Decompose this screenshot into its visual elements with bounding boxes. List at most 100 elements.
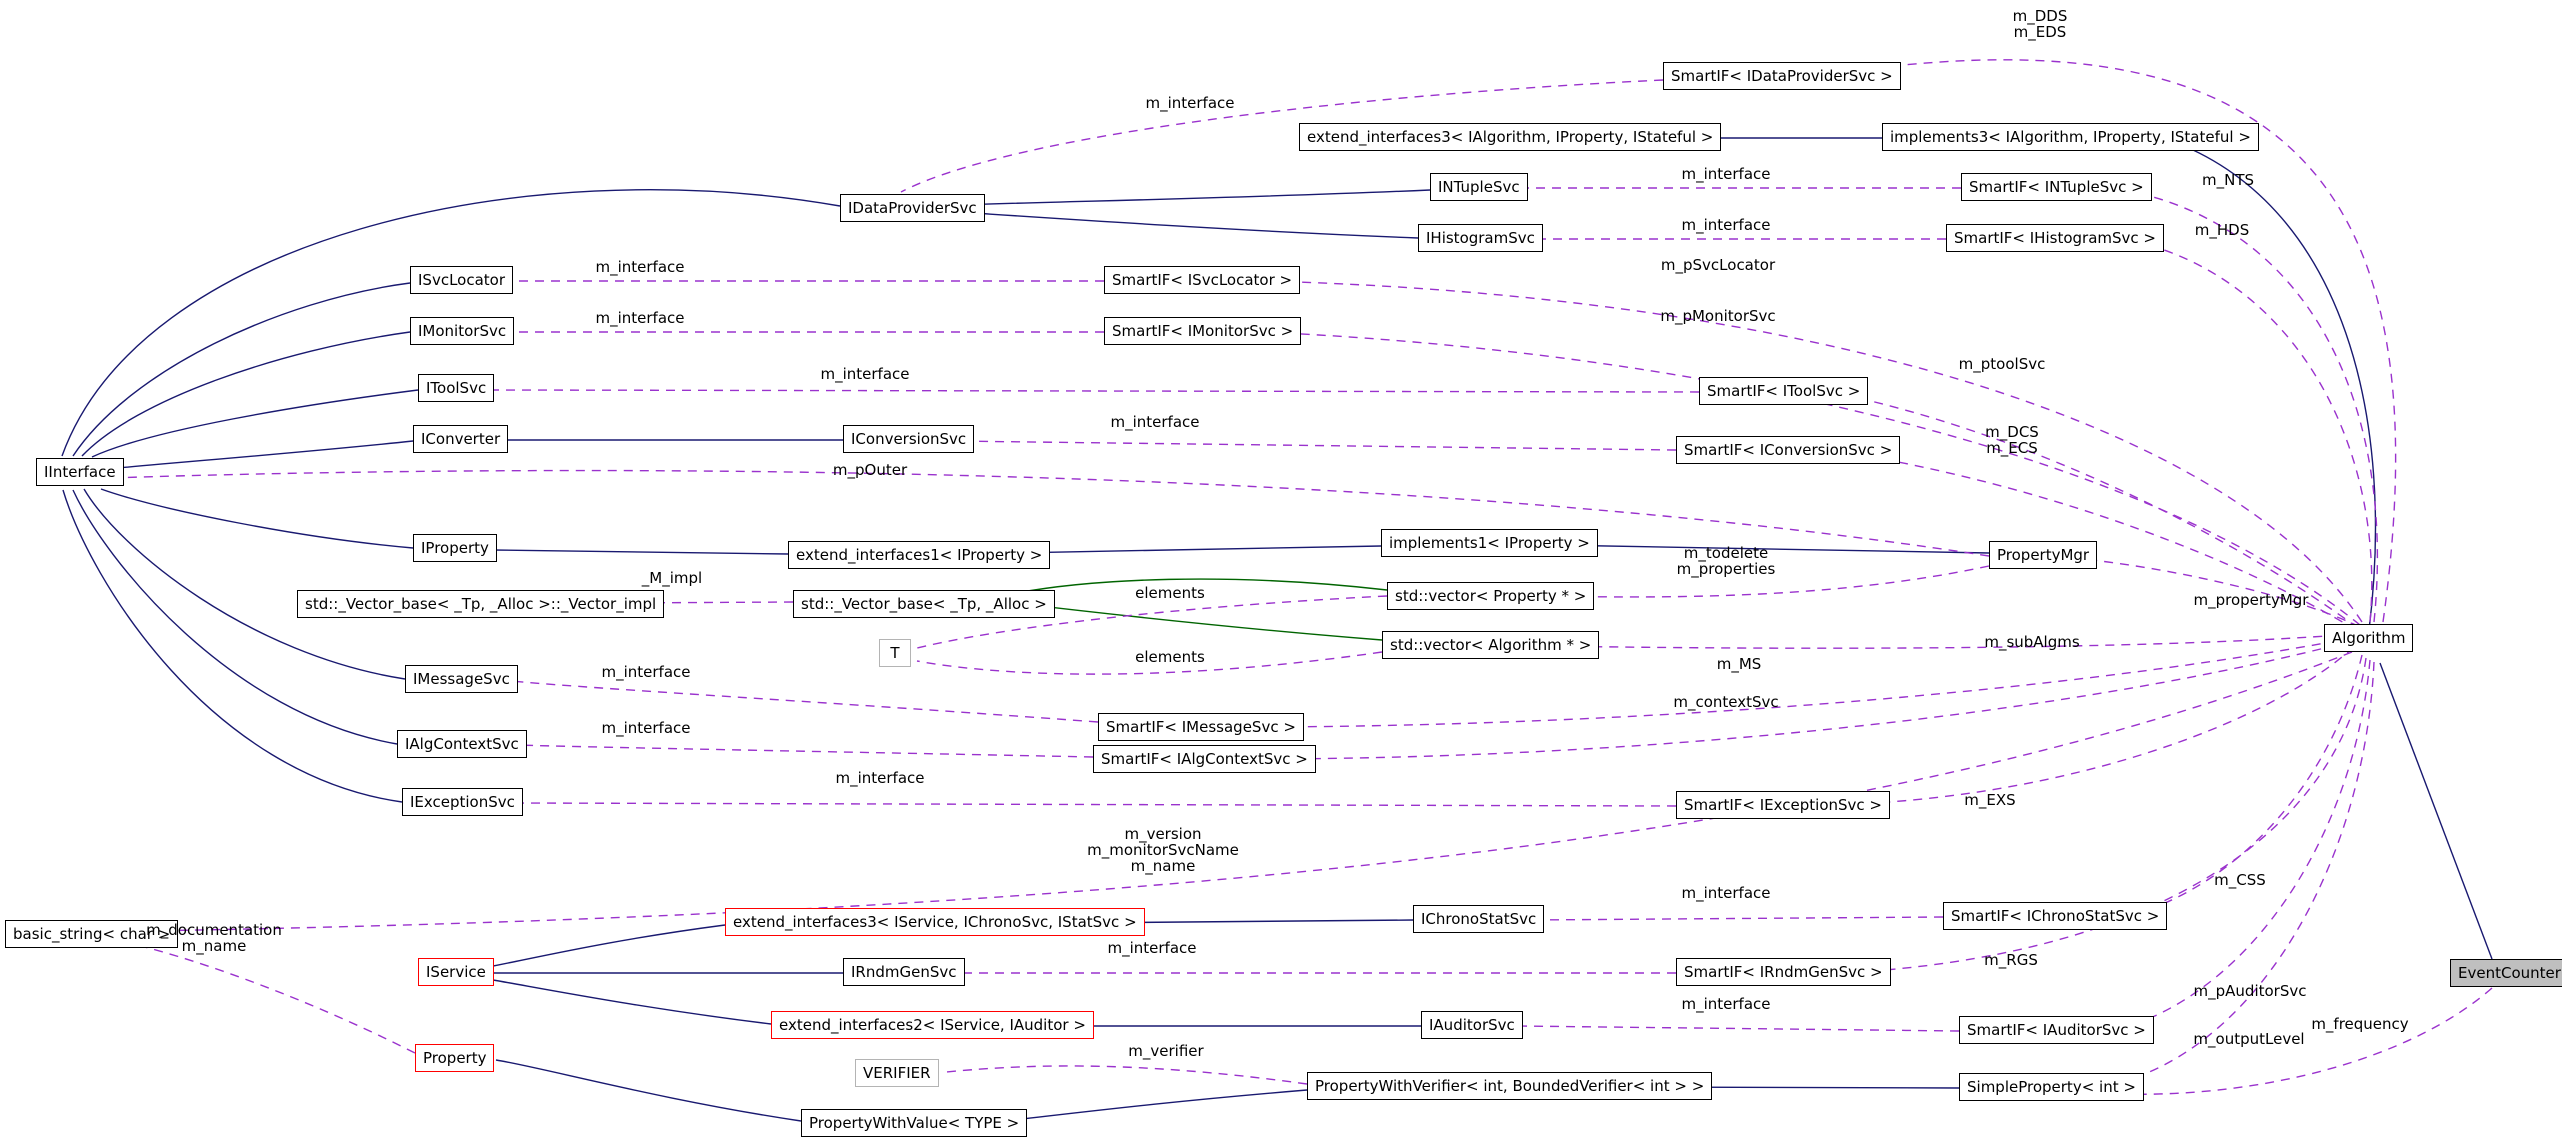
edge-iproperty-iinterface bbox=[100, 488, 414, 549]
edge-eventcounter-algorithm bbox=[2379, 662, 2493, 960]
node-extend-interfaces2[interactable]: extend_interfaces2< IService, IAuditor > bbox=[771, 1011, 1094, 1039]
edge-idataprovidersvc-iinterface bbox=[61, 189, 841, 457]
node-smartif-itoolsvc[interactable]: SmartIF< IToolSvc > bbox=[1699, 377, 1869, 405]
edge-label-m-interface-nts: m_interface bbox=[1681, 165, 1771, 183]
edge-ialgcontextsvc-iinterface bbox=[72, 489, 398, 745]
node-smartif-intuplesvc[interactable]: SmartIF< INTupleSvc > bbox=[1961, 173, 2152, 201]
edge-label-m-ms: m_MS bbox=[1716, 655, 1762, 673]
edge-sifconv-iconversionsvc bbox=[951, 440, 1677, 451]
edge-algorithm-implements3 bbox=[2176, 142, 2377, 631]
node-vector-base[interactable]: std::_Vector_base< _Tp, _Alloc > bbox=[793, 590, 1055, 618]
edge-imonitorsvc-iinterface bbox=[81, 331, 411, 457]
node-smartif-ihistogramsvc[interactable]: SmartIF< IHistogramSvc > bbox=[1946, 224, 2164, 252]
node-ialgcontextsvc[interactable]: IAlgContextSvc bbox=[397, 730, 527, 758]
node-extend-interfaces3-algorithm[interactable]: extend_interfaces3< IAlgorithm, IPropert… bbox=[1299, 123, 1722, 151]
node-iinterface[interactable]: IInterface bbox=[36, 458, 124, 486]
edge-algorithm-sifhds bbox=[2129, 239, 2373, 623]
edge-label-m-interface-monitor: m_interface bbox=[595, 309, 685, 327]
edge-label-elements-1: elements bbox=[1135, 584, 1205, 602]
node-extend-interfaces1[interactable]: extend_interfaces1< IProperty > bbox=[788, 541, 1051, 569]
node-iexceptionsvc[interactable]: IExceptionSvc bbox=[402, 788, 523, 816]
edge-algorithm-sifaud bbox=[2119, 659, 2371, 1030]
node-iconversionsvc[interactable]: IConversionSvc bbox=[843, 425, 975, 453]
edge-label-m-interface-css: m_interface bbox=[1681, 884, 1771, 902]
node-intuplesvc[interactable]: INTupleSvc bbox=[1430, 173, 1528, 201]
node-iauditorsvc[interactable]: IAuditorSvc bbox=[1421, 1011, 1523, 1039]
edge-sifexc-iexceptionsvc bbox=[510, 802, 1677, 807]
edge-label-m-dcs-ecs: m_DCS m_ECS bbox=[1985, 423, 2039, 457]
node-vector-property[interactable]: std::vector< Property * > bbox=[1387, 582, 1595, 610]
node-smartif-ichronostatsvc[interactable]: SmartIF< IChronoStatSvc > bbox=[1943, 902, 2168, 930]
edge-intuplesvc-idataprovidersvc bbox=[957, 189, 1431, 206]
node-simpleproperty-int[interactable]: SimpleProperty< int > bbox=[1959, 1073, 2144, 1101]
edge-ihistogramsvc-idataprovidersvc bbox=[957, 211, 1419, 239]
edge-algorithm-sifdps bbox=[1859, 59, 2397, 623]
node-vector-impl[interactable]: std::_Vector_base< _Tp, _Alloc >::_Vecto… bbox=[297, 590, 665, 618]
node-smartif-imonitorsvc[interactable]: SmartIF< IMonitorSvc > bbox=[1104, 317, 1302, 345]
node-propertymgr[interactable]: PropertyMgr bbox=[1989, 541, 2098, 569]
edge-algorithm-sifrgs bbox=[1858, 657, 2367, 973]
edge-algorithm-siftool bbox=[1839, 393, 2359, 629]
node-propertywithvalue[interactable]: PropertyWithValue< TYPE > bbox=[801, 1109, 1028, 1137]
edge-vecprop-vecbase bbox=[1005, 578, 1388, 596]
node-imessagesvc[interactable]: IMessageSvc bbox=[405, 665, 518, 693]
node-smartif-iauditorsvc[interactable]: SmartIF< IAuditorSvc > bbox=[1959, 1016, 2154, 1044]
edge-label-m-nts: m_NTS bbox=[2201, 171, 2255, 189]
edge-algorithm-sifnts bbox=[2118, 188, 2379, 623]
edge-label-m-ptoolsvc: m_ptoolSvc bbox=[1958, 355, 2046, 373]
node-ihistogramsvc[interactable]: IHistogramSvc bbox=[1418, 224, 1543, 252]
node-idataprovidersvc[interactable]: IDataProviderSvc bbox=[840, 194, 985, 222]
node-iconverter[interactable]: IConverter bbox=[413, 425, 509, 453]
edge-vecalg-t bbox=[916, 651, 1383, 675]
node-smartif-idataprovidersvc[interactable]: SmartIF< IDataProviderSvc > bbox=[1663, 62, 1901, 90]
edge-label-m-pouter: m_pOuter bbox=[832, 461, 908, 479]
edge-label-m-propertymgr: m_propertyMgr bbox=[2193, 591, 2309, 609]
edge-sifaud-iauditorsvc bbox=[1515, 1025, 1960, 1032]
edge-pwverifier-verifier bbox=[945, 1065, 1308, 1085]
edge-label-m-dds-eds: m_DDS m_EDS bbox=[2012, 7, 2068, 41]
node-property[interactable]: Property bbox=[415, 1044, 495, 1072]
edge-pwverifier-pwvalue bbox=[994, 1089, 1308, 1123]
node-template-param-t: T bbox=[879, 639, 911, 667]
edge-sifmsg-imessagesvc bbox=[510, 680, 1099, 723]
node-smartif-ialgcontextsvc[interactable]: SmartIF< IAlgContextSvc > bbox=[1093, 745, 1316, 773]
edge-label-m-interface-dps: m_interface bbox=[1145, 94, 1235, 112]
edge-algorithm-propertymgr bbox=[2082, 558, 2361, 628]
node-iservice[interactable]: IService bbox=[418, 958, 494, 986]
node-isvclocator[interactable]: ISvcLocator bbox=[410, 266, 514, 294]
edge-label-m-hds: m_HDS bbox=[2194, 221, 2250, 239]
node-vector-algorithm[interactable]: std::vector< Algorithm * > bbox=[1382, 631, 1600, 659]
node-basic-string[interactable]: basic_string< char > bbox=[5, 920, 179, 948]
node-smartif-isvclocator[interactable]: SmartIF< ISvcLocator > bbox=[1104, 266, 1301, 294]
node-iproperty[interactable]: IProperty bbox=[413, 534, 497, 562]
node-smartif-iconversionsvc[interactable]: SmartIF< IConversionSvc > bbox=[1676, 436, 1901, 464]
edge-imessagesvc-iinterface bbox=[83, 488, 406, 680]
edge-label-m-todelete-properties: m_todelete m_properties bbox=[1676, 544, 1776, 578]
edge-label-m-pauditorsvc: m_pAuditorSvc bbox=[2193, 982, 2307, 1000]
node-itoolsvc[interactable]: IToolSvc bbox=[418, 374, 495, 402]
edge-label-m-css: m_CSS bbox=[2214, 871, 2266, 889]
node-irndmgensvc[interactable]: IRndmGenSvc bbox=[843, 958, 965, 986]
edge-algorithm-sifsvcloc bbox=[1262, 280, 2363, 623]
node-algorithm[interactable]: Algorithm bbox=[2324, 624, 2414, 652]
edge-algorithm-sifmsg bbox=[1269, 637, 2353, 728]
edge-vecalg-vecbase bbox=[1005, 601, 1383, 641]
node-imonitorsvc[interactable]: IMonitorSvc bbox=[410, 317, 515, 345]
edge-label-m-interface-tool: m_interface bbox=[820, 365, 910, 383]
node-propertywithverifier[interactable]: PropertyWithVerifier< int, BoundedVerifi… bbox=[1307, 1072, 1713, 1100]
node-extend-interfaces3-service[interactable]: extend_interfaces3< IService, IChronoSvc… bbox=[725, 908, 1145, 936]
edge-propertymgr-vecprop bbox=[1541, 565, 1990, 598]
node-smartif-irndmgensvc[interactable]: SmartIF< IRndmGenSvc > bbox=[1676, 958, 1891, 986]
edge-label-m-interface-rgs: m_interface bbox=[1107, 939, 1197, 957]
edge-vecprop-t bbox=[916, 595, 1388, 649]
edge-iexceptionsvc-iinterface bbox=[62, 489, 403, 803]
node-implements3[interactable]: implements3< IAlgorithm, IProperty, ISta… bbox=[1882, 123, 2259, 151]
node-implements1[interactable]: implements1< IProperty > bbox=[1381, 529, 1598, 557]
edge-siftool-itoolsvc bbox=[493, 389, 1700, 393]
edge-label-m-subalgms: m_subAlgms bbox=[1984, 633, 2080, 651]
node-smartif-iexceptionsvc[interactable]: SmartIF< IExceptionSvc > bbox=[1676, 791, 1890, 819]
node-ichronostatsvc[interactable]: IChronoStatSvc bbox=[1413, 905, 1545, 933]
node-smartif-imessagesvc[interactable]: SmartIF< IMessageSvc > bbox=[1098, 713, 1304, 741]
edge-label-m-interface-ctx: m_interface bbox=[601, 719, 691, 737]
